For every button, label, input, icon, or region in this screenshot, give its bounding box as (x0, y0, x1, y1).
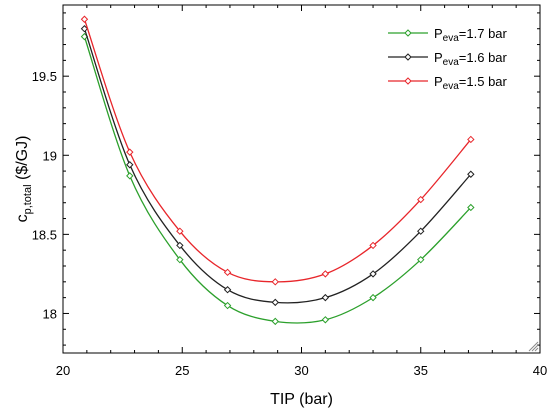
legend-item: Peva=1.6 bar (388, 50, 508, 68)
data-point-marker (369, 241, 377, 250)
legend-label-rest: =1.7 bar (459, 26, 508, 41)
y-axis-title-unit: ($/GJ) (14, 136, 31, 185)
data-point-marker (126, 172, 134, 180)
x-tick-label: 25 (175, 363, 189, 378)
series-line (83, 28, 472, 304)
legend-item: Peva=1.5 bar (388, 74, 508, 92)
y-tick-label: 19 (43, 148, 57, 163)
data-point-marker (223, 268, 232, 277)
series-layer (80, 15, 475, 326)
legend-label-rest: =1.5 bar (459, 74, 508, 89)
x-tick-label: 20 (56, 363, 70, 378)
data-point-marker (271, 278, 279, 286)
legend-label: Peva=1.7 bar (434, 26, 508, 44)
data-point-marker (467, 170, 475, 178)
y-axis-title: cp,total ($/GJ) (14, 136, 34, 223)
series-line (83, 19, 472, 283)
y-axis-title-sub: p,total (22, 184, 34, 214)
data-point-marker (467, 203, 475, 212)
tick-labels: 20 25 30 35 40 18 18.5 19 19.5 (32, 69, 548, 378)
x-axis-title: TIP (bar) (270, 391, 333, 408)
y-tick-label: 18 (43, 306, 57, 321)
data-point-marker (417, 255, 425, 264)
legend-marker (404, 53, 412, 61)
data-point-marker (417, 227, 425, 235)
x-tick-label: 30 (294, 363, 308, 378)
legend-label: Peva=1.6 bar (434, 50, 508, 68)
y-axis-title-main: c (14, 214, 31, 222)
legend-label-main: P (434, 74, 443, 89)
data-point-marker (80, 15, 89, 23)
data-point-marker (321, 293, 330, 302)
data-point-marker (176, 241, 184, 250)
axis-ticks (62, 5, 541, 353)
data-point-marker (176, 227, 184, 235)
series-2 (80, 25, 475, 307)
y-tick-label: 19.5 (32, 69, 57, 84)
x-tick-label: 40 (533, 363, 547, 378)
legend-item: Peva=1.7 bar (388, 26, 508, 44)
data-point-marker (271, 317, 279, 326)
legend-label-main: P (434, 26, 443, 41)
series-3 (80, 15, 475, 286)
x-tick-label: 35 (414, 363, 428, 378)
y-tick-label: 18.5 (32, 227, 57, 242)
legend-label-main: P (434, 50, 443, 65)
data-point-marker (417, 195, 425, 204)
svg-text:cp,total ($/GJ): cp,total ($/GJ) (14, 136, 34, 223)
legend-marker (404, 77, 412, 85)
data-point-marker (223, 286, 232, 294)
data-point-marker (176, 255, 184, 264)
data-point-marker (321, 316, 330, 324)
resize-grip-icon (528, 341, 539, 352)
legend-label-sub: eva (443, 33, 460, 44)
legend-label: Peva=1.5 bar (434, 74, 508, 92)
legend-label-rest: =1.6 bar (459, 50, 508, 65)
data-point-marker (369, 270, 377, 278)
data-point-marker (467, 135, 475, 144)
data-point-marker (369, 293, 377, 302)
series-line (83, 36, 472, 324)
legend-label-sub: eva (443, 57, 460, 68)
data-point-marker (271, 298, 279, 307)
legend-label-sub: eva (443, 81, 460, 92)
legend-marker (404, 29, 412, 37)
data-point-marker (126, 148, 134, 156)
data-point-marker (321, 270, 330, 278)
data-point-marker (223, 301, 232, 310)
data-point-marker (80, 25, 89, 33)
data-point-marker (126, 161, 134, 169)
